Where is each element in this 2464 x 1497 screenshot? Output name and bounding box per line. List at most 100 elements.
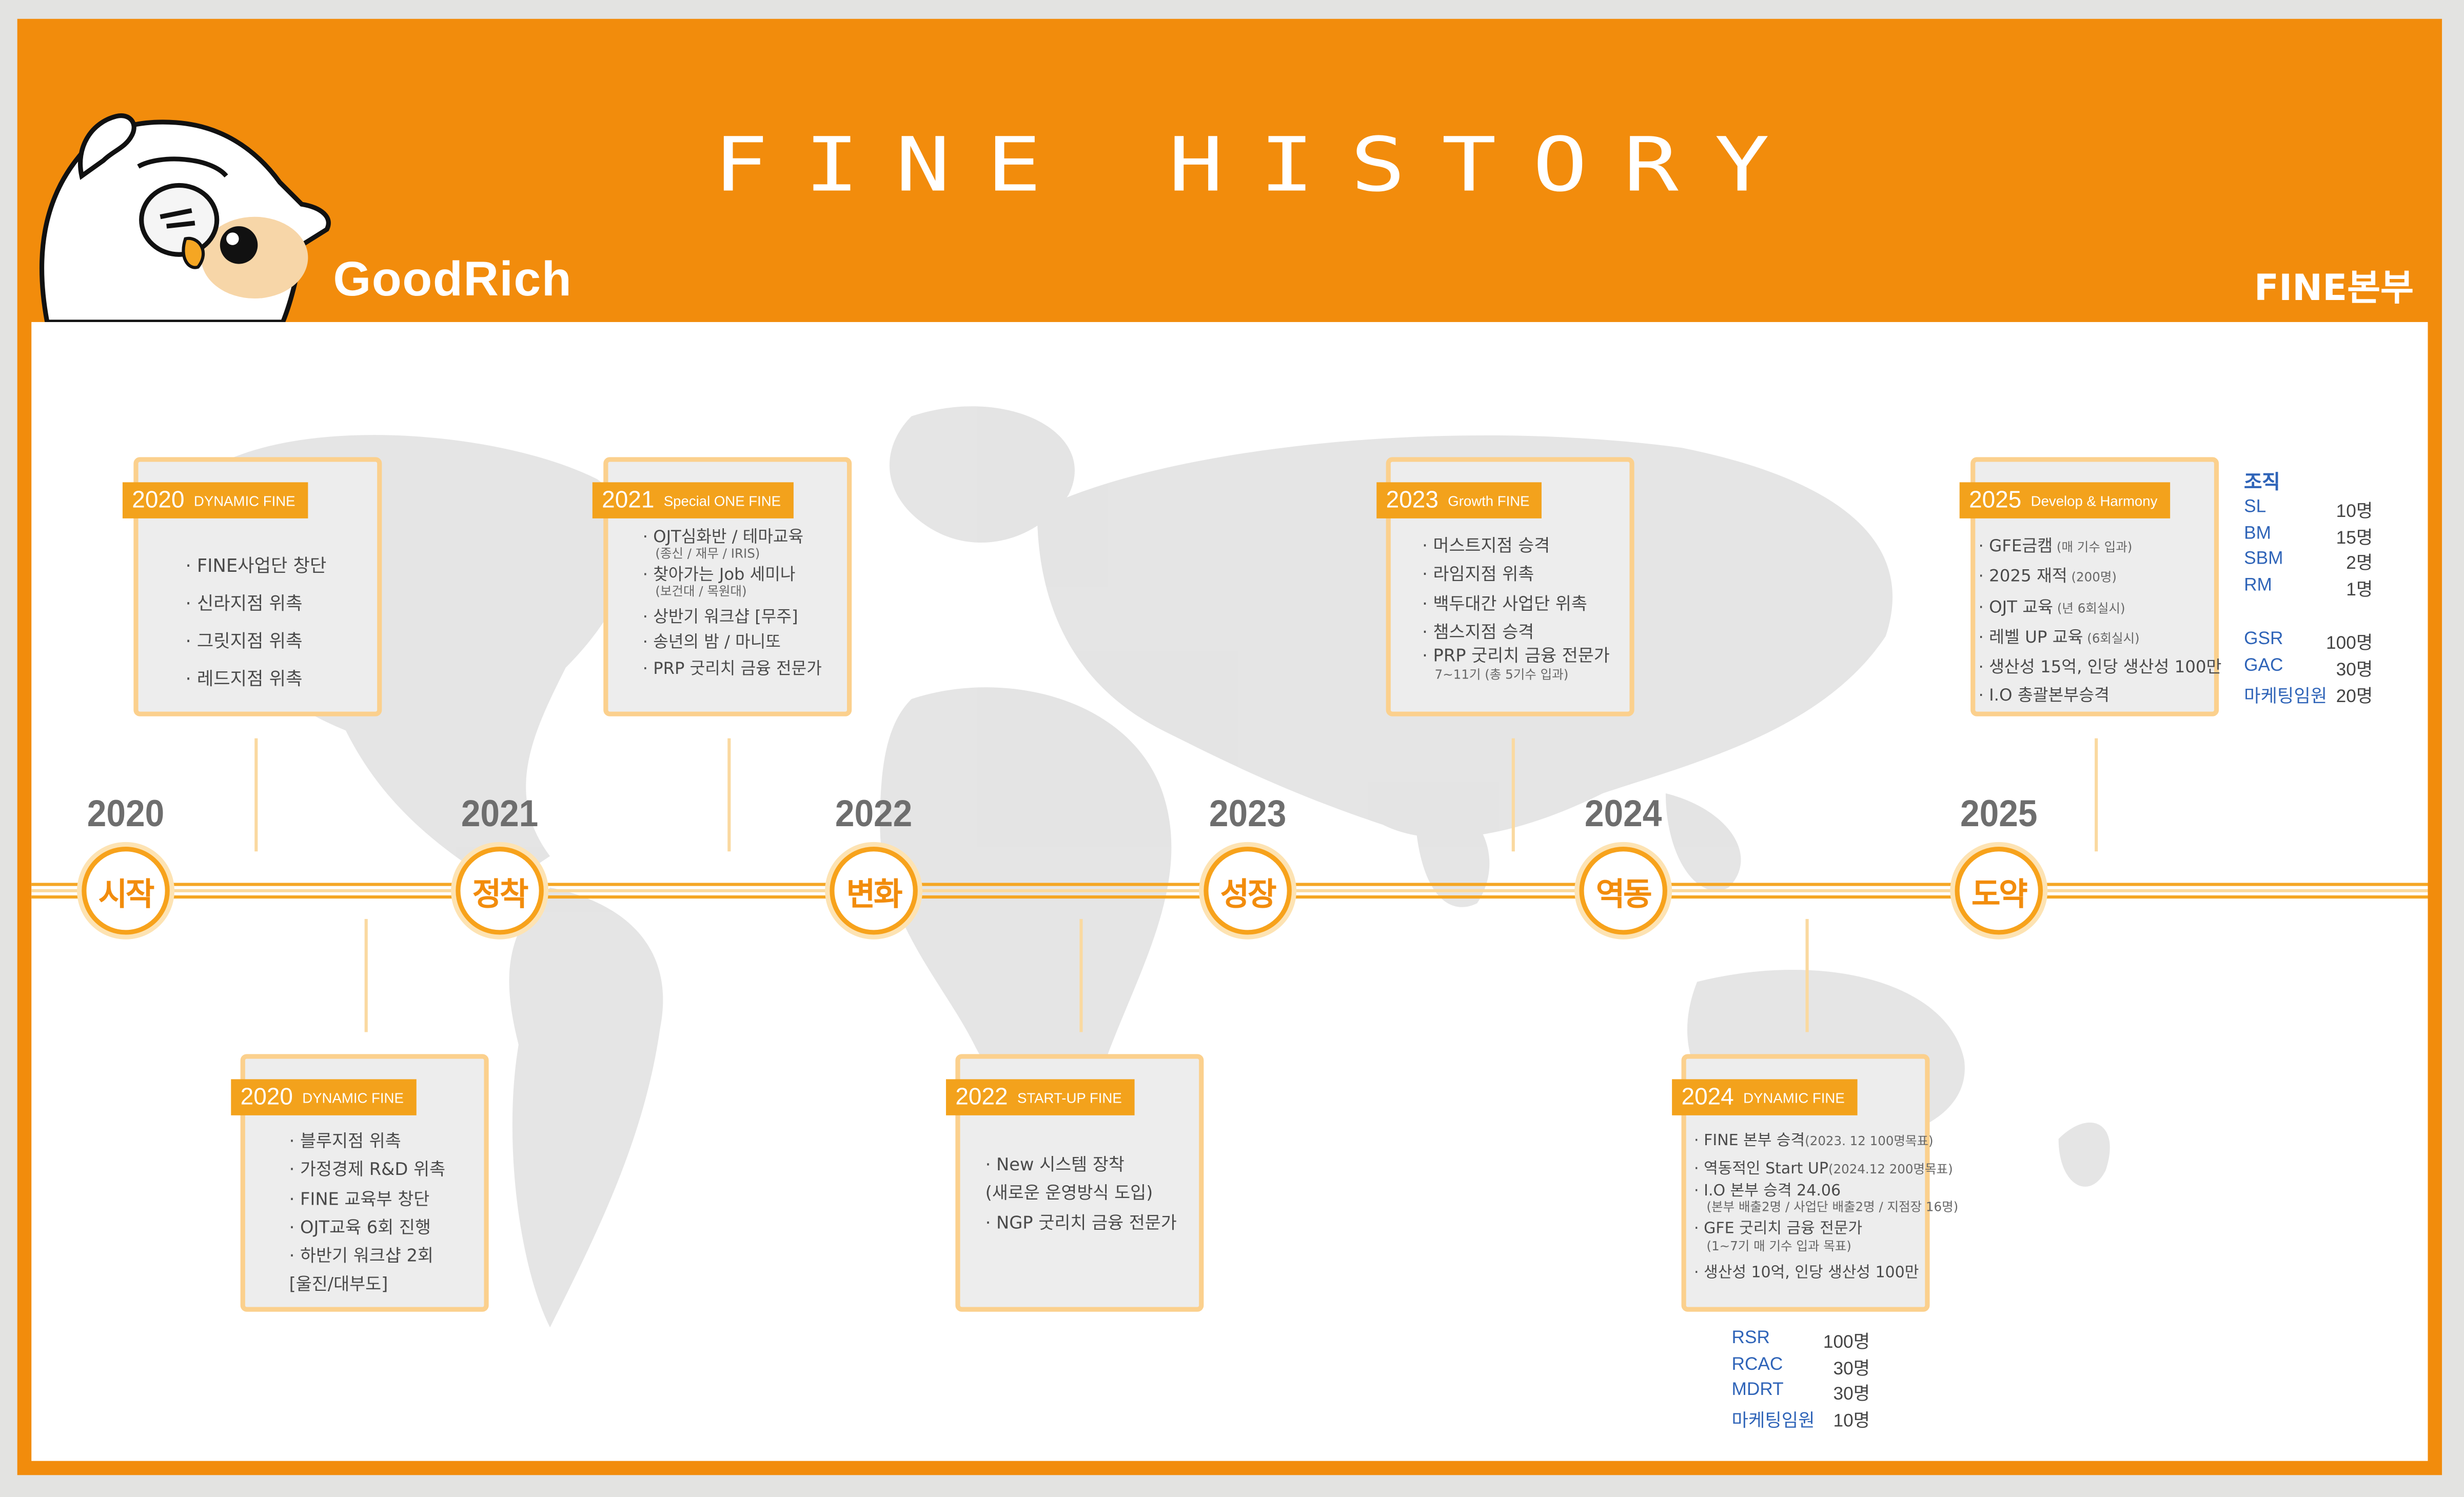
card-item-text: · 그릿지점 위촉 <box>185 630 303 652</box>
timeline-node: 변화 <box>830 847 918 935</box>
card-item-text: · 머스트지점 승격 <box>1422 535 1550 556</box>
timeline-node: 성장 <box>1204 847 1292 935</box>
timeline-year: 2025 <box>1960 793 2038 836</box>
card-item-note: (2023. 12 100명목표) <box>1805 1134 1934 1149</box>
connector-line <box>1079 919 1083 1032</box>
card-item-text: · GFE 굿리치 금융 전문가 <box>1694 1221 1863 1239</box>
card-tag-title: Develop & Harmony <box>2031 492 2158 508</box>
card-item-text: · 송년의 밤 / 마니또 <box>642 633 781 652</box>
org-row: GSR 100명 <box>2244 630 2373 656</box>
card-item-text: · OJT교육 6회 진행 <box>289 1217 431 1238</box>
card-items: · FINE사업단 창단 · 신라지점 위촉 · 그릿지점 위촉 · 레드지점 위촉 <box>185 547 326 697</box>
department-label: FINE본부 <box>2254 268 2414 310</box>
card-items: · OJT심화반 / 테마교육 (종신 / 재무 / IRIS) · 찾아가는 Jo… <box>643 528 822 682</box>
org-count: 30명 <box>1833 1386 1870 1405</box>
org-heading-label: 조직 <box>2244 471 2280 493</box>
card-tag-title: Special ONE FINE <box>663 492 781 508</box>
org-role: GSR <box>2244 630 2283 650</box>
card-tag-year: 2021 <box>602 487 655 514</box>
org-count: 10명 <box>1833 1412 1870 1431</box>
card-item: · NGP 굿리치 금융 전문가 <box>985 1209 1177 1237</box>
timeline-node: 도약 <box>1955 847 2043 935</box>
brand-logo: GoodRich <box>333 251 573 307</box>
org-role: 마케팅임원 <box>1731 1412 1815 1431</box>
org-role: RSR <box>1731 1329 1770 1348</box>
org-role: RM <box>2244 576 2272 595</box>
card-item: · 신라지점 위촉 <box>185 584 326 622</box>
card-tag-title: DYNAMIC FINE <box>302 1089 404 1105</box>
card-items: · GFE금캠 (매 기수 입과) · 2025 재적 (200명) · OJT 교… <box>1978 532 2221 711</box>
card-tag: 2024 DYNAMIC FINE <box>1672 1079 1858 1115</box>
card-tag-year: 2025 <box>1969 487 2022 514</box>
org-count: 1명 <box>2346 581 2373 600</box>
card-tag: 2021 Special ONE FINE <box>592 482 794 518</box>
timeline-year: 2022 <box>835 793 913 836</box>
card-item: · I.O 본부 승격 24.06 (본부 배출2명 / 사업단 배출2명 / 지… <box>1694 1183 1958 1216</box>
connector-line <box>1511 738 1515 852</box>
org-count: 30명 <box>2336 661 2373 681</box>
org-role: SBM <box>2244 550 2283 569</box>
card-item: · 2025 재적 (200명) <box>1978 563 2221 593</box>
connector-line <box>1805 919 1809 1032</box>
card-item-text: · 레벨 UP 교육 <box>1978 628 2083 647</box>
card-item-subtext: (본부 배출2명 / 사업단 배출2명 / 지점장 16명) <box>1706 1201 1959 1215</box>
card-tag-year: 2024 <box>1681 1084 1734 1111</box>
card-item: · FINE 본부 승격(2023. 12 100명목표) <box>1694 1128 1958 1155</box>
card-item: · OJT 교육 (년 6회실시) <box>1978 593 2221 624</box>
org-row: SBM 2명 <box>2244 550 2373 576</box>
connector-line <box>254 738 258 852</box>
org-2024-stats: RSR 100명 RCAC 30명 MDRT 30명 마케팅임원 10명 <box>1732 1329 1870 1433</box>
card-item-text: · 생산성 15억, 인당 생산성 100만 <box>1978 658 2222 677</box>
card-item-note: (6회실시) <box>2083 631 2140 646</box>
card-item: · 레벨 UP 교육 (6회실시) <box>1978 624 2221 654</box>
card-item: (새로운 운영방식 도입) <box>985 1180 1177 1209</box>
card-item-text: · 신라지점 위촉 <box>185 592 303 614</box>
org-spacer <box>2244 602 2373 630</box>
card-item: · 생산성 10억, 인당 생산성 100만 <box>1694 1260 1958 1287</box>
card-item-text: · 하반기 워크샵 2회 <box>289 1246 433 1267</box>
card-item-note: (년 6회실시) <box>2053 601 2125 615</box>
card-item-text: (새로운 운영방식 도입) <box>985 1183 1153 1204</box>
card-items: · 블루지점 위촉 · 가정경제 R&D 위촉 · FINE 교육부 창단 · OJT… <box>289 1128 445 1300</box>
org-row: BM 15명 <box>2244 524 2373 550</box>
card-item-text: · 챔스지점 승격 <box>1422 622 1534 643</box>
org-row: RM 1명 <box>2244 576 2373 602</box>
card-item: · 그릿지점 위촉 <box>185 622 326 660</box>
card-items: · FINE 본부 승격(2023. 12 100명목표) · 역동적인 Star… <box>1694 1128 1958 1287</box>
card-tag: 2020 DYNAMIC FINE <box>231 1079 417 1115</box>
card-tag-title: DYNAMIC FINE <box>193 492 295 508</box>
card-item: · FINE 교육부 창단 <box>289 1185 445 1214</box>
card-item-text: · 생산성 10억, 인당 생산성 100만 <box>1694 1264 1919 1282</box>
card-item-text: · 라임지점 위촉 <box>1422 564 1534 585</box>
card-tag-title: DYNAMIC FINE <box>1743 1089 1845 1105</box>
card-item-text: · 찾아가는 Job 세미나 <box>642 566 796 585</box>
org-count: 20명 <box>2336 687 2373 707</box>
card-item: · 가정경제 R&D 위촉 <box>289 1156 445 1185</box>
card-item-subtext: (1~7기 매 기수 입과 목표) <box>1706 1239 1851 1253</box>
timeline-node: 시작 <box>82 847 170 935</box>
card-item: [울진/대부도] <box>289 1272 445 1301</box>
card-tag: 2022 START-UP FINE <box>945 1079 1135 1115</box>
card-item: · 라임지점 위촉 <box>1422 561 1610 590</box>
card-item: · 상반기 워크샵 [무주] <box>643 604 822 630</box>
card-item-text: · I.O 본부 승격 24.06 <box>1694 1183 1841 1201</box>
card-item: · I.O 총괄본부승격 <box>1978 683 2221 711</box>
timeline-node: 정착 <box>456 847 544 935</box>
card-item: · 찾아가는 Job 세미나 (보건대 / 목원대) <box>643 566 822 601</box>
card-tag: 2020 DYNAMIC FINE <box>122 482 308 518</box>
org-count: 15명 <box>2336 529 2373 548</box>
org-2025-stats: 조직 SL 10명 BM 15명 SBM 2명 RM 1명 GSR 100명 GAC 30명 마케팅임원 2… <box>2244 465 2373 709</box>
card-tag-title: Growth FINE <box>1448 492 1530 508</box>
card-item: · OJT교육 6회 진행 <box>289 1214 445 1243</box>
timeline-year: 2020 <box>87 793 165 836</box>
org-row: MDRT 30명 <box>1732 1381 1870 1407</box>
org-count: 10명 <box>2336 503 2373 522</box>
card-items: · New 시스템 장착 (새로운 운영방식 도입) · NGP 굿리치 금융 전문… <box>985 1151 1177 1237</box>
card-item-text: · 가정경제 R&D 위촉 <box>289 1160 446 1181</box>
card-item-text: · PRP 굿리치 금융 전문가 <box>642 659 822 678</box>
card-tag-year: 2020 <box>240 1084 293 1111</box>
card-item-note: (매 기수 입과) <box>2053 540 2133 555</box>
org-row: 마케팅임원 20명 <box>2244 683 2373 709</box>
card-item: · 생산성 15억, 인당 생산성 100만 <box>1978 654 2221 683</box>
